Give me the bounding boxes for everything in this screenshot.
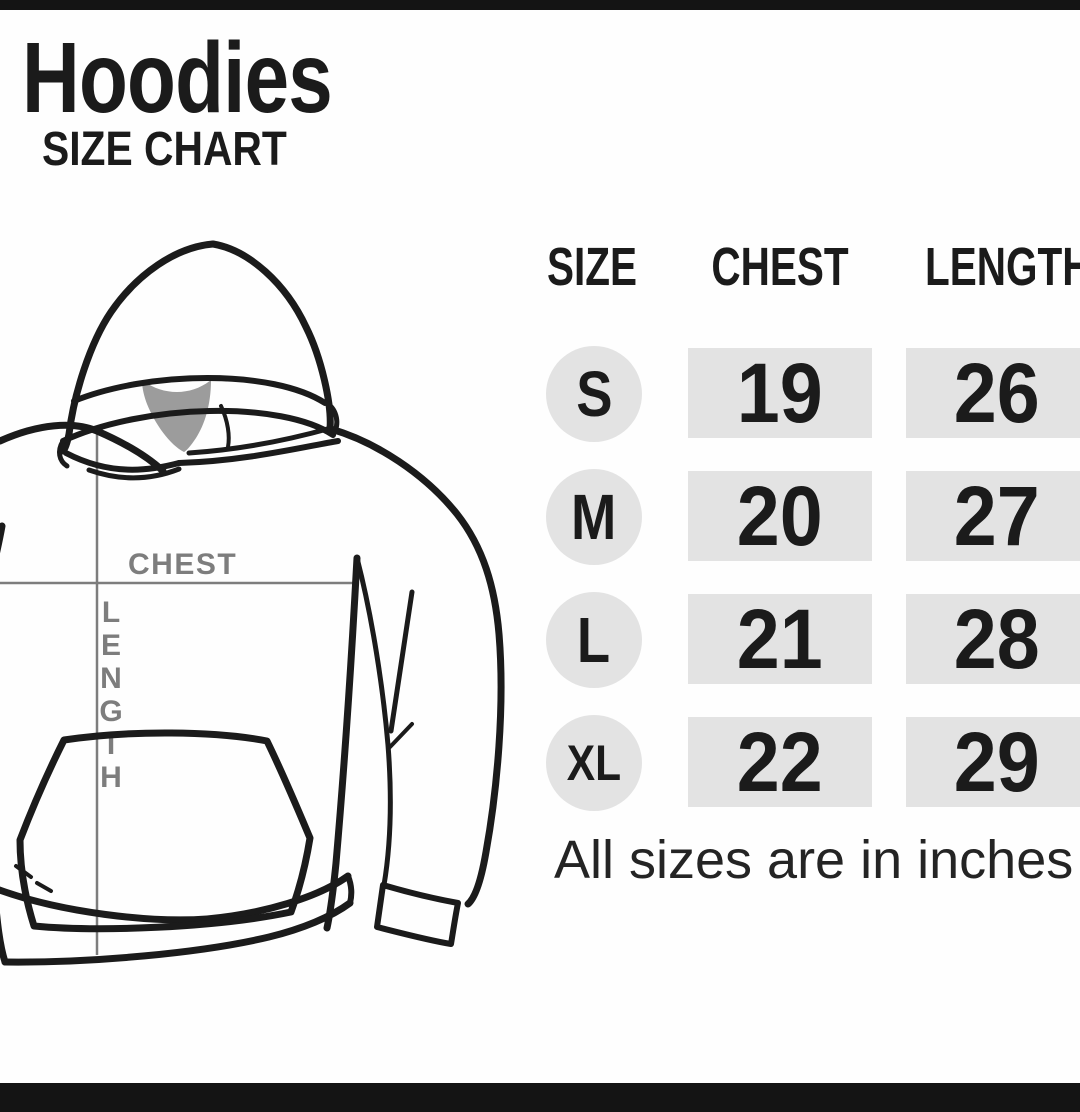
hood-neck-shade <box>142 380 211 452</box>
sleeve-inner-seam <box>388 589 415 734</box>
hood-opening-left-inner <box>86 466 182 481</box>
hem-left-cap <box>0 913 9 966</box>
top-letterbox-bar <box>0 0 1080 10</box>
right-arm-outer-edge <box>327 425 505 908</box>
bottom-letterbox-bar <box>0 1083 1080 1112</box>
column-header-size: SIZE <box>546 237 638 297</box>
hem-band-upper <box>0 872 352 924</box>
page-title: Hoodies <box>22 22 333 134</box>
seam-fork-detail <box>388 722 414 749</box>
hem-right-cap <box>345 873 355 906</box>
length-cell: 29 <box>906 717 1080 807</box>
hoodie-outline <box>0 240 505 966</box>
torso-right-edge <box>323 554 361 932</box>
chest-cell: 21 <box>688 594 872 684</box>
hood-opening-left <box>63 450 182 473</box>
chest-cell: 19 <box>688 348 872 438</box>
page-subtitle: SIZE CHART <box>42 123 287 176</box>
hood-chin-line <box>219 404 231 449</box>
hood-opening-right-inner <box>186 425 334 456</box>
size-badge: L <box>546 592 642 688</box>
size-badge: S <box>546 346 642 442</box>
column-header-chest: CHEST <box>711 237 849 297</box>
column-header-length: LENGTH <box>925 237 1080 297</box>
size-badge: M <box>546 469 642 565</box>
chest-measure-label: CHEST <box>128 548 237 581</box>
units-note: All sizes are in inches <box>554 830 1074 890</box>
chest-cell: 20 <box>688 471 872 561</box>
length-cell: 28 <box>906 594 1080 684</box>
size-badge: XL <box>546 715 642 811</box>
left-shoulder-line <box>0 421 167 475</box>
length-cell: 26 <box>906 348 1080 438</box>
kangaroo-pocket <box>16 729 314 933</box>
hood-opening-right <box>176 438 341 466</box>
hem-dash-detail-2 <box>35 881 53 893</box>
armpit-seam <box>354 555 393 888</box>
hood-rim-upper <box>71 375 328 406</box>
chest-cell: 22 <box>688 717 872 807</box>
hem-band-lower <box>1 899 354 966</box>
sleeve-cuff <box>374 882 461 947</box>
hood-right-edge <box>209 240 334 433</box>
length-cell: 27 <box>906 471 1080 561</box>
hood-rim-left-curl <box>57 438 70 469</box>
torso-left-edge <box>0 522 6 554</box>
